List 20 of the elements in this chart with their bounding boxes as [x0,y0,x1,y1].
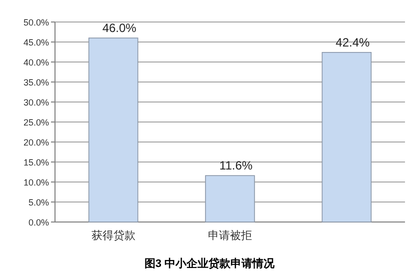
y-tick-label: 30.0% [23,98,49,108]
y-tick-label: 35.0% [23,78,49,88]
y-tick-label: 20.0% [23,138,49,148]
y-tick-label: 40.0% [23,58,49,68]
y-tick-label: 25.0% [23,118,49,128]
bar [322,52,372,222]
x-tick-label: 申请被拒 [208,229,252,242]
y-tick-label: 45.0% [23,38,49,48]
y-tick-label: 5.0% [28,198,49,208]
bar [205,175,255,222]
bar [88,38,138,222]
x-tick-label: 获得贷款 [91,229,136,242]
data-label: 46.0% [102,21,137,35]
data-label: 42.4% [336,35,370,50]
y-tick-label: 0.0% [28,218,49,228]
y-tick-label: 10.0% [23,178,49,188]
y-tick-label: 50.0% [23,18,49,28]
data-label: 11.6% [219,158,253,173]
y-tick-label: 15.0% [23,158,49,168]
text: 图3 中小企业贷款申请情况 [144,257,276,270]
